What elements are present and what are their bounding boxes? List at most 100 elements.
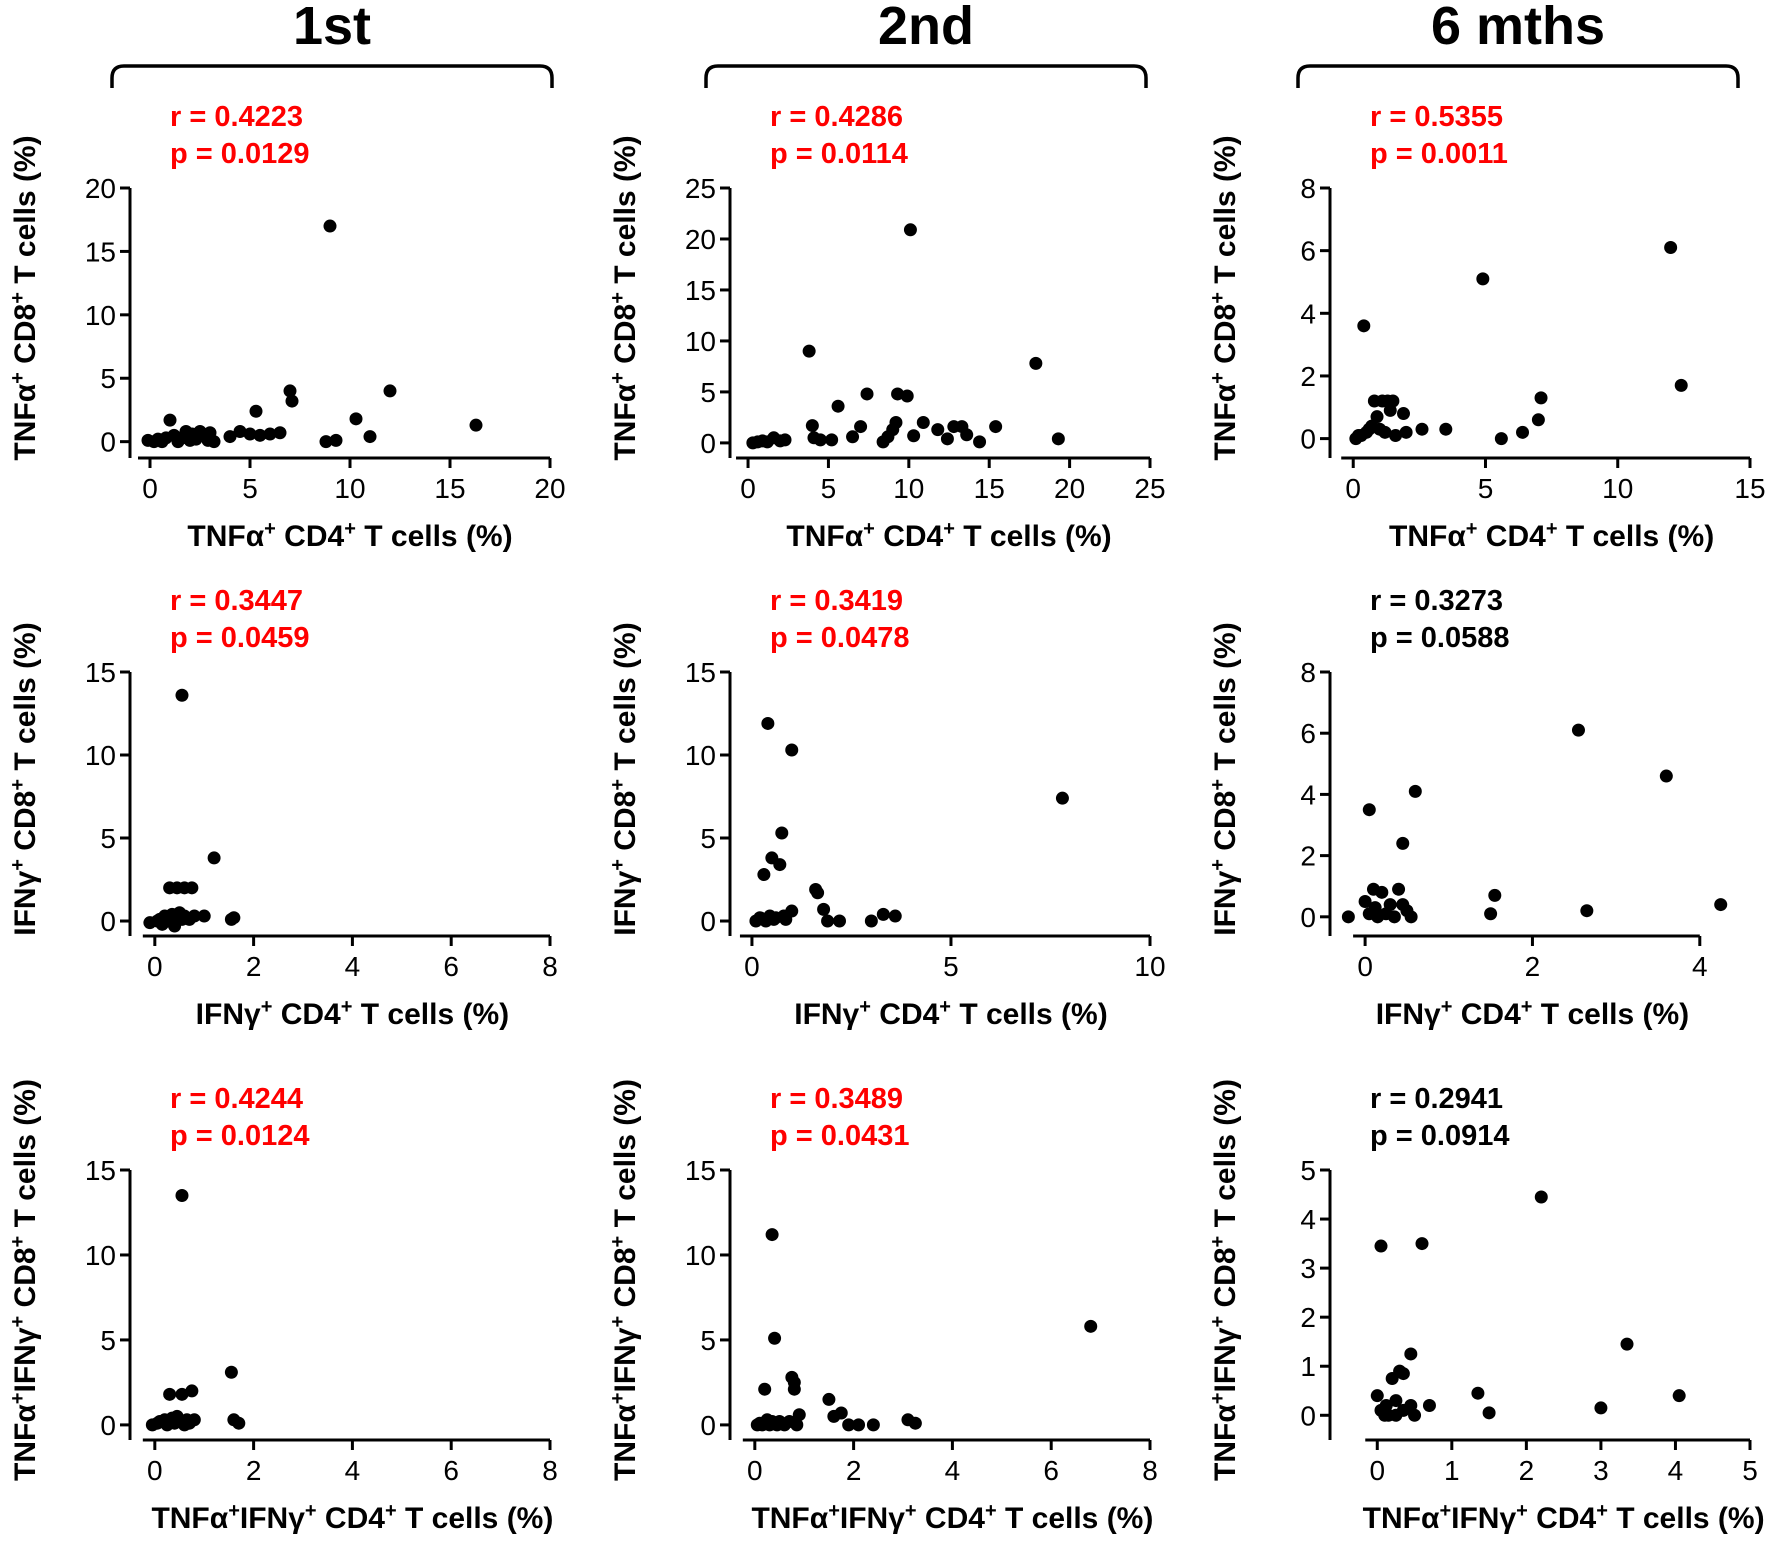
x-tick-label: 5: [1742, 1455, 1758, 1486]
y-tick-label: 10: [85, 300, 116, 331]
y-tick-label: 25: [685, 173, 716, 204]
data-point: [1471, 1386, 1485, 1400]
y-tick-label: 0: [100, 427, 116, 458]
data-point: [1488, 888, 1502, 902]
data-point: [768, 1331, 782, 1345]
data-point: [185, 1384, 199, 1398]
x-tick-label: 15: [434, 473, 465, 504]
data-point: [1531, 413, 1545, 427]
column-bracket-2nd: [704, 64, 1148, 88]
data-point: [831, 399, 845, 413]
y-tick-label: 4: [1300, 298, 1316, 329]
x-tick-label: 2: [846, 1455, 862, 1486]
data-point: [1494, 432, 1508, 446]
x-tick-label: 4: [345, 1455, 361, 1486]
data-point: [349, 412, 363, 426]
data-point: [908, 1416, 922, 1430]
y-axis-label: IFNγ+ CD8+ T cells (%): [607, 622, 642, 935]
data-point: [1055, 791, 1069, 805]
column-title-1st: 1st: [293, 0, 371, 56]
y-tick-label: 15: [685, 657, 716, 688]
data-point: [1399, 425, 1413, 439]
y-tick-label: 6: [1300, 236, 1316, 267]
data-point: [283, 384, 297, 398]
data-point: [833, 914, 847, 928]
y-tick-label: 0: [100, 1410, 116, 1441]
data-point: [1370, 410, 1384, 424]
p-value: p = 0.0011: [1370, 138, 1508, 170]
x-tick-label: 8: [542, 951, 558, 982]
y-axis-label: IFNγ+ CD8+ T cells (%): [1207, 622, 1242, 935]
data-point: [854, 420, 868, 434]
data-point: [383, 384, 397, 398]
y-tick-label: 10: [685, 1240, 716, 1271]
r-value: r = 0.2941: [1370, 1083, 1503, 1115]
x-axis-label: IFNγ+ CD4+ T cells (%): [196, 996, 509, 1031]
y-tick-label: 8: [1300, 657, 1316, 688]
data-point: [1029, 356, 1043, 370]
data-point: [785, 743, 799, 757]
data-point: [1374, 1239, 1388, 1253]
data-point: [1404, 1347, 1418, 1361]
y-tick-label: 4: [1300, 779, 1316, 810]
y-axis-label: TNFα+ CD8+ T cells (%): [1207, 135, 1242, 460]
y-tick-label: 5: [100, 1325, 116, 1356]
data-point: [1383, 898, 1397, 912]
x-tick-label: 15: [1734, 473, 1765, 504]
data-point: [273, 426, 287, 440]
data-point: [187, 1413, 201, 1427]
r-value: r = 0.3489: [770, 1083, 903, 1115]
x-tick-label: 6: [443, 951, 459, 982]
data-point: [787, 1375, 801, 1389]
data-point: [1389, 428, 1403, 442]
x-tick-label: 0: [142, 473, 158, 504]
x-tick-label: 4: [945, 1455, 961, 1486]
data-point: [989, 420, 1003, 434]
x-axis-label: TNFα+ CD4+ T cells (%): [187, 518, 512, 553]
data-point: [852, 1418, 866, 1432]
data-point: [1378, 425, 1392, 439]
data-point: [1674, 378, 1688, 392]
data-point: [900, 389, 914, 403]
x-tick-label: 10: [1602, 473, 1633, 504]
scatter-panel-r2-c1: 0 5 10 15 0 2 4 6 8 TNFα+IFNγ+ CD4+ T cells (%) TN…: [607, 1079, 1158, 1535]
data-point: [903, 223, 917, 237]
data-point: [805, 419, 819, 433]
data-point: [1664, 241, 1678, 255]
scatter-panel-r2-c2: 0 1 2 3 4 5 0 1 2 3 4 5 TNFα+IFNγ+ CD4+ T cells (%) T…: [1207, 1079, 1765, 1535]
data-point: [811, 886, 825, 900]
y-axis-label: TNFα+IFNγ+ CD8+ T cells (%): [1207, 1079, 1242, 1481]
data-point: [1370, 1389, 1384, 1403]
data-point: [866, 1418, 880, 1432]
data-point: [1422, 1398, 1436, 1412]
data-point: [232, 1416, 246, 1430]
data-point: [792, 1408, 806, 1422]
x-axis-label: TNFα+ CD4+ T cells (%): [1389, 518, 1714, 553]
x-tick-label: 10: [1134, 951, 1165, 982]
x-tick-label: 5: [1478, 473, 1494, 504]
scatter-panel-r0-c0: 0 5 10 15 20 0 5 10 15 20 TNFα+ CD4+ T cells (%) TN…: [7, 101, 566, 553]
data-point: [224, 1365, 238, 1379]
x-tick-label: 10: [893, 473, 924, 504]
data-point: [834, 1406, 848, 1420]
data-point: [822, 1392, 836, 1406]
data-point: [175, 688, 189, 702]
column-title-6-mths: 6 mths: [1431, 0, 1605, 56]
scatter-panel-r0-c1: 0 5 10 15 20 25 0 5 10 15 20 25 TNFα+ CD4+ T cells (…: [607, 101, 1166, 553]
y-tick-label: 0: [1300, 1400, 1316, 1431]
data-point: [1571, 723, 1585, 737]
y-tick-label: 2: [1300, 361, 1316, 392]
data-point: [187, 909, 201, 923]
y-tick-label: 0: [700, 428, 716, 459]
x-tick-label: 0: [747, 1455, 763, 1486]
p-value: p = 0.0124: [170, 1120, 309, 1152]
data-point: [227, 911, 241, 925]
data-point: [973, 435, 987, 449]
data-point: [1375, 885, 1389, 899]
x-tick-label: 6: [443, 1455, 459, 1486]
y-tick-label: 10: [685, 740, 716, 771]
y-axis-label: IFNγ+ CD8+ T cells (%): [7, 622, 42, 935]
